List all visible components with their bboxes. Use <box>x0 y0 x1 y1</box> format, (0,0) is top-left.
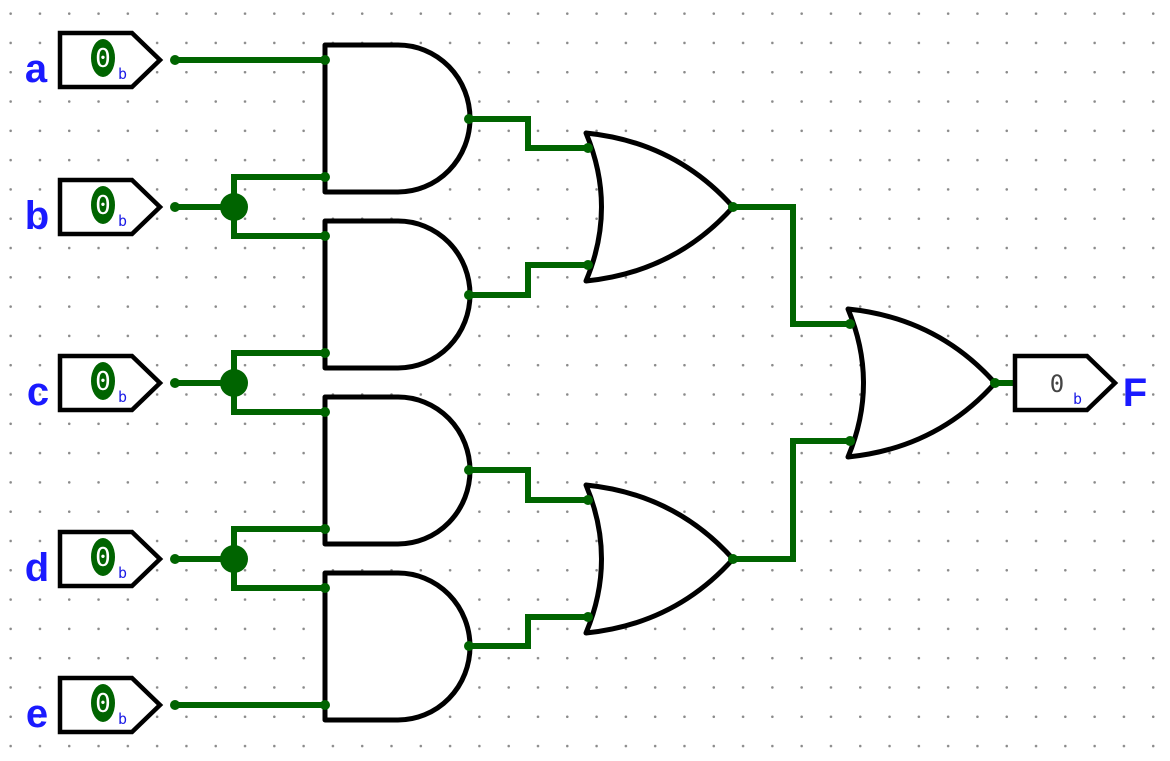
pin-radix: b <box>118 710 127 728</box>
pin-dot <box>320 583 330 593</box>
pin-dot <box>464 641 474 651</box>
input-label-d: d <box>25 546 49 590</box>
or-gate-3[interactable] <box>845 306 998 460</box>
pin-toggle[interactable] <box>91 538 115 576</box>
input-pin-e[interactable]: 0 b <box>57 675 164 735</box>
input-pin-c[interactable]: 0 b <box>57 353 164 413</box>
pin-dot <box>170 554 180 564</box>
junction-c <box>220 369 248 397</box>
wire-and2-or1[interactable] <box>467 262 590 298</box>
pin-dot <box>464 290 474 300</box>
pin-dot <box>170 700 180 710</box>
pin-value: 0 <box>95 44 111 74</box>
pin-dot <box>728 202 738 212</box>
wire-d-and3[interactable] <box>231 526 325 559</box>
pin-radix: b <box>118 212 127 230</box>
input-pin-a[interactable]: 0 b <box>57 30 164 90</box>
wire-and3-or2[interactable] <box>467 467 590 503</box>
wire-and1-or1[interactable] <box>467 116 590 151</box>
and-gate-2[interactable] <box>322 218 473 371</box>
pin-value: 0 <box>95 191 111 221</box>
pin-dot <box>583 612 593 622</box>
wire-or1-or3[interactable] <box>733 204 852 327</box>
pin-dot <box>728 554 738 564</box>
pin-radix: b <box>118 388 127 406</box>
pin-dot <box>583 495 593 505</box>
output-value: 0 <box>1050 370 1064 398</box>
junctions <box>220 193 248 573</box>
pin-toggle[interactable] <box>91 39 115 77</box>
pin-value: 0 <box>95 367 111 397</box>
pin-dots <box>170 55 1000 710</box>
wire-b-and2[interactable] <box>231 207 325 239</box>
pin-dot <box>320 407 330 417</box>
pin-dot <box>583 260 593 270</box>
pin-dot <box>170 55 180 65</box>
wire-and4-or2[interactable] <box>467 614 590 649</box>
output-radix: b <box>1073 390 1082 408</box>
input-pin-b[interactable]: 0 b <box>57 177 164 237</box>
pin-dot <box>320 348 330 358</box>
input-label-a: a <box>25 47 48 91</box>
or-gate-1[interactable] <box>583 130 736 284</box>
pin-dot <box>320 231 330 241</box>
pin-dot <box>845 319 855 329</box>
pin-dot <box>990 378 1000 388</box>
pin-toggle[interactable] <box>91 684 115 722</box>
pin-dot <box>320 700 330 710</box>
or-gate-2[interactable] <box>583 482 736 636</box>
junction-b <box>220 193 248 221</box>
input-pin-d[interactable]: 0 b <box>57 529 164 589</box>
pin-dot <box>320 172 330 182</box>
input-label-b: b <box>25 194 49 238</box>
and-gates <box>322 42 473 723</box>
and-gate-1[interactable] <box>322 42 473 195</box>
pin-dot <box>170 378 180 388</box>
input-label-e: e <box>26 692 48 736</box>
and-gate-4[interactable] <box>322 570 473 723</box>
or-gates <box>583 130 998 636</box>
pin-radix: b <box>118 65 127 83</box>
input-pins: 0 b a 0 b b 0 b c 0 b d <box>25 30 164 736</box>
wire-or2-or3[interactable] <box>733 438 852 562</box>
wire-c-and2[interactable] <box>231 350 325 383</box>
pin-value: 0 <box>95 543 111 573</box>
wire-d-and4[interactable] <box>231 559 325 591</box>
output-label-f: F <box>1123 371 1147 415</box>
pin-dot <box>845 436 855 446</box>
pin-dot <box>464 114 474 124</box>
and-gate-3[interactable] <box>322 394 473 547</box>
pin-toggle[interactable] <box>91 362 115 400</box>
pin-dot <box>464 465 474 475</box>
pin-dot <box>320 55 330 65</box>
junction-d <box>220 545 248 573</box>
wire-c-and3[interactable] <box>231 383 325 415</box>
pin-dot <box>170 202 180 212</box>
pin-dot <box>320 524 330 534</box>
pin-radix: b <box>118 564 127 582</box>
pin-value: 0 <box>95 689 111 719</box>
pin-dot <box>583 143 593 153</box>
output-pin-f[interactable]: 0 b <box>1012 353 1119 413</box>
pin-toggle[interactable] <box>91 186 115 224</box>
input-label-c: c <box>27 370 49 414</box>
output-body <box>1012 353 1119 413</box>
wire-b-and1[interactable] <box>231 174 325 207</box>
